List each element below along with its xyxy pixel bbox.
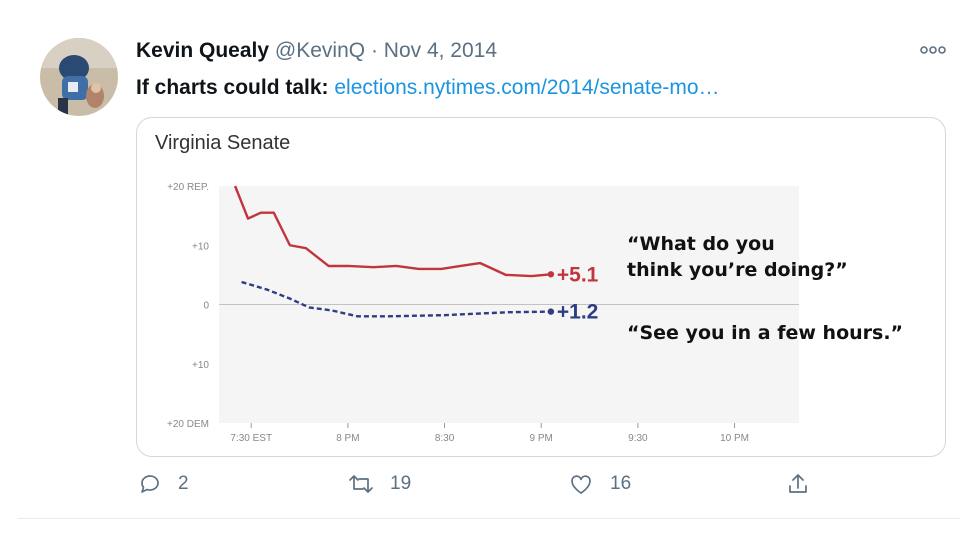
x-tick-label: 8:30 [435,433,455,444]
retweet-count: 19 [390,473,412,494]
series-line-rep [233,185,551,278]
share-button[interactable] [786,472,826,496]
tweet[interactable]: Kevin Quealy @KevinQ · Nov 4, 2014 If ch… [0,0,960,520]
author-handle[interactable]: @KevinQ [274,39,366,62]
author-name[interactable]: Kevin Quealy [136,39,270,62]
quote-bottom: “See you in a few hours.” [627,322,904,344]
y-tick-label: +20 REP. [167,182,209,193]
x-tick-label: 7:30 EST [230,433,272,444]
share-icon [789,474,807,493]
more-options-icon[interactable] [918,40,948,60]
reply-button[interactable]: 2 [138,472,189,496]
reply-count: 2 [178,473,189,494]
action-bar: 2 19 16 [0,472,960,502]
series-end-point-rep [547,271,555,278]
line-chart: +20 REP. +10 0 +10 +20 DEM 7:30 EST 8 PM 8:30 9 … [167,182,799,444]
separator-dot: · [370,39,378,62]
like-button[interactable]: 16 [568,472,631,496]
tweet-text: If charts could talk: elections.nytimes.… [136,75,720,101]
y-tick-label: +10 [192,241,209,252]
y-tick-label: 0 [203,301,209,312]
tweet-date[interactable]: Nov 4, 2014 [383,39,498,62]
retweet-button[interactable]: 19 [348,472,411,496]
x-tick-label: 8 PM [336,433,359,444]
heart-icon [571,475,591,494]
avatar[interactable] [40,38,118,116]
tweet-text-lead: If charts could talk [136,76,322,99]
avatar-image [40,38,118,116]
series-end-label-rep: +5.1 [557,263,599,286]
tweet-divider [18,518,960,519]
x-tick-label: 9:30 [628,433,648,444]
like-count: 16 [610,473,632,494]
quote-top: “What do you think you’re doing?” [627,233,848,281]
x-tick-label: 10 PM [720,433,749,444]
x-tick-label: 9 PM [530,433,553,444]
media-card[interactable]: Virginia Senate +20 REP. +10 0 +10 +20 DEM 7:… [136,117,946,457]
chart-title: Virginia Senate [155,132,291,154]
y-tick-label: +10 [192,360,209,371]
tweet-link[interactable]: elections.nytimes.com/2014/senate-mo… [334,76,720,99]
series-end-point-dem [547,308,555,315]
tweet-header: Kevin Quealy @KevinQ · Nov 4, 2014 [136,38,497,64]
tweet-text-colon: : [321,76,335,99]
series-end-label-dem: +1.2 [557,301,598,324]
y-tick-label: +20 DEM [167,419,209,430]
retweet-icon [349,475,373,493]
series-line-dem [241,280,551,318]
reply-icon [141,475,159,493]
